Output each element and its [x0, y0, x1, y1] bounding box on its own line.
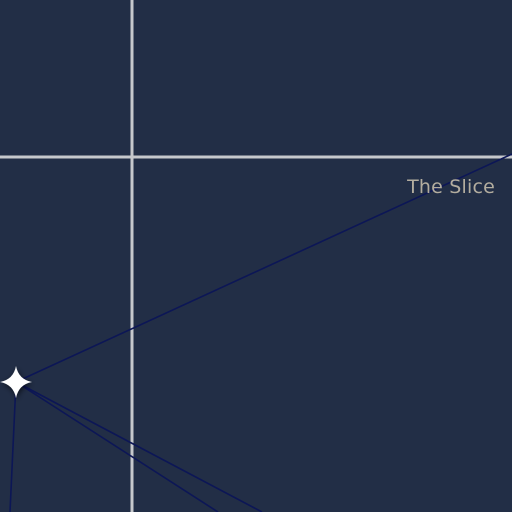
route-line-southeast-a: [15, 381, 263, 512]
four-point-star-icon[interactable]: [0, 366, 32, 398]
place-label-the-slice[interactable]: The Slice: [407, 176, 495, 198]
route-line-northeast: [15, 153, 512, 383]
route-line-south: [9, 381, 17, 512]
route-line-southeast-b: [15, 381, 219, 512]
